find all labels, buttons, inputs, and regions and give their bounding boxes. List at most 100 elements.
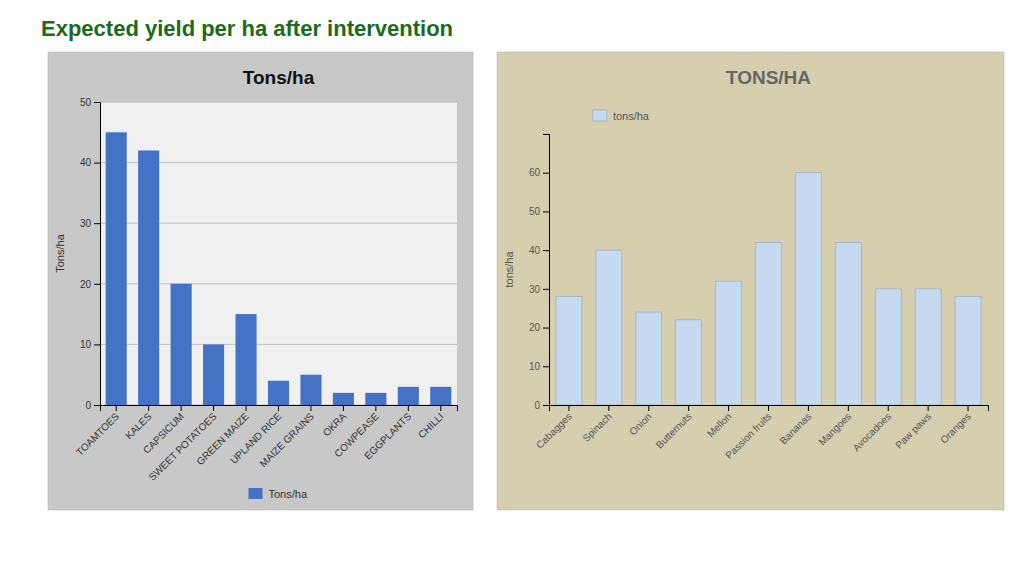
tick-label: 0 — [534, 400, 540, 411]
tick-label: Mangoes — [816, 411, 853, 448]
bar — [398, 387, 419, 405]
y-axis: 0 10 20 30 40 50 60 — [529, 135, 550, 411]
axis-line — [543, 135, 550, 406]
chart-title: TONS/HA — [726, 67, 811, 88]
tick: Onion — [627, 405, 654, 437]
plot-background — [100, 102, 457, 405]
axis-label: tons/ha — [503, 251, 515, 288]
bar — [955, 297, 981, 405]
tick: 20 — [80, 279, 100, 290]
bar — [716, 281, 742, 405]
tick: 50 — [529, 206, 549, 217]
tick: 0 — [85, 400, 100, 411]
tick-mark — [94, 344, 100, 345]
bar — [556, 297, 582, 405]
tick-label: OKRA — [321, 410, 349, 438]
tick-mark — [543, 250, 549, 251]
tick: 10 — [529, 361, 549, 372]
tick: Butternuts — [654, 405, 694, 451]
tick: 20 — [529, 322, 549, 333]
tick-mark — [440, 405, 441, 411]
tick-label: 50 — [529, 206, 541, 217]
bar — [756, 242, 782, 405]
tick-mark — [213, 405, 214, 411]
legend-label: Tons/ha — [269, 488, 308, 500]
axis-label: Tons/ha — [54, 233, 66, 272]
tick: Bananas — [778, 405, 814, 446]
bar — [333, 393, 354, 405]
tick: 40 — [529, 245, 549, 256]
tick-label: Paw paws — [893, 411, 933, 451]
tick-mark — [543, 405, 549, 406]
tick-label: Cabagges — [534, 411, 574, 451]
tick-label: 10 — [80, 339, 92, 350]
tick-label: 40 — [80, 157, 92, 168]
tick-label: 60 — [529, 167, 541, 178]
tick: Cabagges — [534, 405, 574, 451]
tick: TOAMTOES — [74, 405, 121, 458]
bar — [268, 381, 289, 405]
tick: OKRA — [321, 405, 349, 438]
legend: Tons/ha — [249, 488, 308, 500]
bar — [915, 289, 941, 405]
tick-mark — [94, 223, 100, 224]
y-axis: 0 10 20 30 40 50 — [80, 97, 101, 411]
bar — [875, 289, 901, 405]
legend-item: tons/ha — [593, 110, 650, 122]
tick: 60 — [529, 167, 549, 178]
tick-label: Passion fruits — [723, 411, 773, 461]
bar — [106, 132, 127, 405]
tick-mark — [968, 405, 969, 411]
chart-panel: TONS/HA 0 10 20 30 40 50 60 CabaggesSpinach Onion… — [497, 52, 1004, 510]
tick-label: 10 — [529, 361, 541, 372]
tick-label: 0 — [85, 400, 91, 411]
bars — [556, 173, 981, 405]
tick: Passion fruits — [723, 405, 773, 461]
tick-mark — [181, 405, 182, 411]
bar — [138, 150, 159, 405]
tick: Avocadoes — [851, 405, 894, 453]
grid-line — [100, 102, 457, 103]
tick: 30 — [80, 218, 100, 229]
tick-mark — [543, 366, 549, 367]
tick: KALES — [123, 405, 154, 441]
bar — [835, 242, 861, 405]
bar — [365, 393, 386, 405]
tick: Oranges — [938, 405, 973, 446]
tick-mark — [543, 211, 549, 212]
tick: Mangoes — [816, 405, 853, 448]
tick: 30 — [529, 284, 549, 295]
tick-label: Bananas — [778, 411, 814, 447]
tick: SWEET POTATOES — [146, 405, 218, 483]
tick-label: 50 — [80, 97, 92, 108]
tick-label: 40 — [529, 245, 541, 256]
page-title: Expected yield per ha after intervention — [41, 16, 453, 41]
axis-line — [550, 406, 989, 412]
tick-mark — [848, 405, 849, 411]
legend: tons/ha — [593, 110, 650, 122]
tick-mark — [310, 405, 311, 411]
tick-label: 20 — [529, 322, 541, 333]
legend-label: tons/ha — [613, 110, 650, 122]
tick-label: MAIZE GRAINS — [257, 410, 316, 469]
tick-mark — [608, 405, 609, 411]
tick: 0 — [534, 400, 549, 411]
tick-mark — [688, 405, 689, 411]
grid — [100, 102, 457, 405]
x-axis: CabaggesSpinachOnionButternutsMellonPass… — [534, 405, 989, 461]
tick-label: 30 — [80, 218, 92, 229]
axis-line — [101, 406, 458, 412]
bar — [235, 314, 256, 405]
legend-swatch — [249, 488, 263, 499]
tick-mark — [568, 405, 569, 411]
tick-mark — [543, 173, 549, 174]
tick-mark — [375, 405, 376, 411]
tick-mark — [116, 405, 117, 411]
tick: MAIZE GRAINS — [257, 405, 316, 469]
tick-label: EGGPLANTS — [362, 410, 413, 461]
legend-swatch — [593, 110, 607, 121]
legend-item: Tons/ha — [249, 488, 308, 500]
tick-label: Spinach — [580, 411, 613, 444]
tick-mark — [928, 405, 929, 411]
tick-mark — [94, 405, 100, 406]
